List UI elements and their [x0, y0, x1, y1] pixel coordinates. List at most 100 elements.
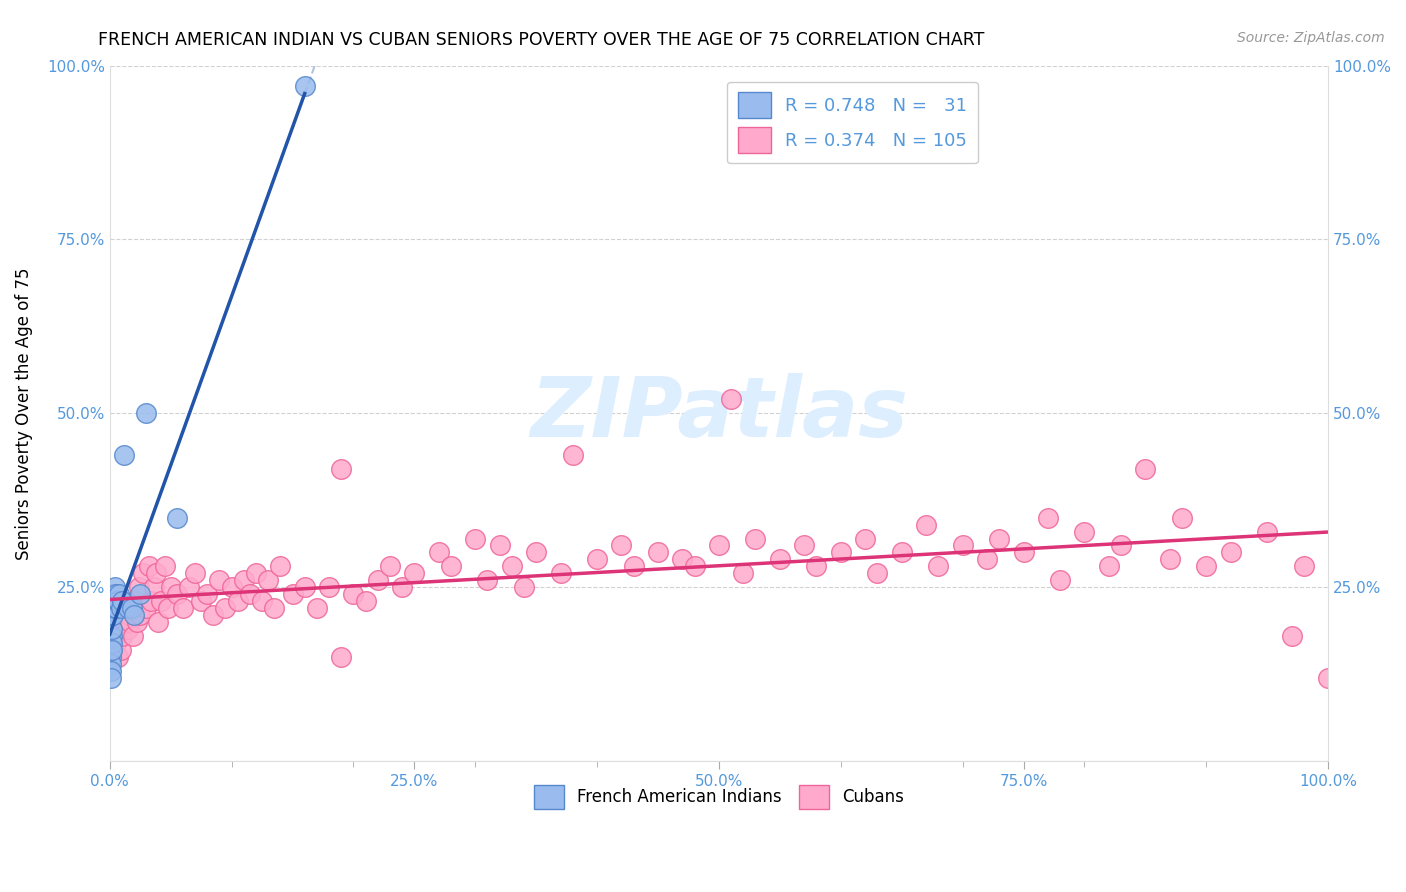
Point — [250, 594, 273, 608]
Point — [488, 539, 510, 553]
Point — [683, 559, 706, 574]
Legend: French American Indians, Cubans: French American Indians, Cubans — [527, 779, 911, 815]
Point — [281, 587, 304, 601]
Point — [513, 580, 536, 594]
Point — [149, 594, 172, 608]
Point — [122, 629, 145, 643]
Point — [104, 580, 127, 594]
Point — [122, 594, 145, 608]
Point — [733, 566, 755, 581]
Point — [195, 587, 218, 601]
Point — [101, 607, 124, 622]
Point — [464, 532, 486, 546]
Point — [104, 587, 127, 601]
Point — [1281, 629, 1303, 643]
Point — [121, 601, 143, 615]
Point — [104, 601, 127, 615]
Point — [830, 545, 852, 559]
Point — [145, 566, 167, 581]
Point — [927, 559, 949, 574]
Point — [330, 649, 353, 664]
Point — [952, 539, 974, 553]
Text: Source: ZipAtlas.com: Source: ZipAtlas.com — [1237, 31, 1385, 45]
Point — [184, 566, 207, 581]
Point — [103, 607, 125, 622]
Point — [367, 574, 389, 588]
Point — [610, 539, 633, 553]
Point — [586, 552, 609, 566]
Point — [125, 615, 148, 629]
Point — [550, 566, 572, 581]
Point — [671, 552, 693, 566]
Point — [866, 566, 889, 581]
Point — [190, 594, 212, 608]
Point — [111, 629, 134, 643]
Point — [100, 642, 122, 657]
Point — [105, 629, 128, 643]
Point — [501, 559, 523, 574]
Point — [239, 587, 262, 601]
Point — [744, 532, 766, 546]
Point — [166, 587, 188, 601]
Point — [976, 552, 998, 566]
Point — [108, 622, 131, 636]
Point — [391, 580, 413, 594]
Point — [100, 649, 122, 664]
Point — [378, 559, 401, 574]
Point — [342, 587, 364, 601]
Point — [112, 448, 135, 462]
Point — [159, 580, 181, 594]
Point — [141, 594, 163, 608]
Point — [561, 448, 583, 462]
Point — [101, 636, 124, 650]
Point — [245, 566, 267, 581]
Point — [1012, 545, 1035, 559]
Point — [1219, 545, 1241, 559]
Point — [524, 545, 547, 559]
Point — [103, 601, 125, 615]
Point — [108, 587, 131, 601]
Point — [107, 649, 129, 664]
Point — [128, 580, 150, 594]
Point — [107, 594, 129, 608]
Point — [100, 657, 122, 671]
Point — [153, 559, 176, 574]
Point — [354, 594, 377, 608]
Point — [806, 559, 828, 574]
Point — [1171, 510, 1194, 524]
Point — [305, 601, 328, 615]
Point — [142, 580, 165, 594]
Point — [263, 601, 285, 615]
Point — [1109, 539, 1132, 553]
Point — [404, 566, 426, 581]
Point — [221, 580, 243, 594]
Point — [100, 671, 122, 685]
Point — [1195, 559, 1218, 574]
Point — [114, 601, 136, 615]
Point — [647, 545, 669, 559]
Point — [177, 580, 200, 594]
Point — [269, 559, 291, 574]
Point — [793, 539, 815, 553]
Point — [318, 580, 340, 594]
Point — [103, 587, 125, 601]
Point — [988, 532, 1011, 546]
Point — [1135, 462, 1157, 476]
Point — [100, 636, 122, 650]
Point — [138, 559, 160, 574]
Point — [101, 629, 124, 643]
Point — [1049, 574, 1071, 588]
Point — [707, 539, 730, 553]
Point — [101, 622, 124, 636]
Point — [135, 406, 157, 420]
Point — [129, 587, 152, 601]
Point — [623, 559, 645, 574]
Point — [208, 574, 231, 588]
Point — [427, 545, 450, 559]
Point — [853, 532, 876, 546]
Point — [294, 580, 316, 594]
Point — [121, 601, 143, 615]
Point — [915, 517, 938, 532]
Point — [101, 642, 124, 657]
Point — [117, 622, 139, 636]
